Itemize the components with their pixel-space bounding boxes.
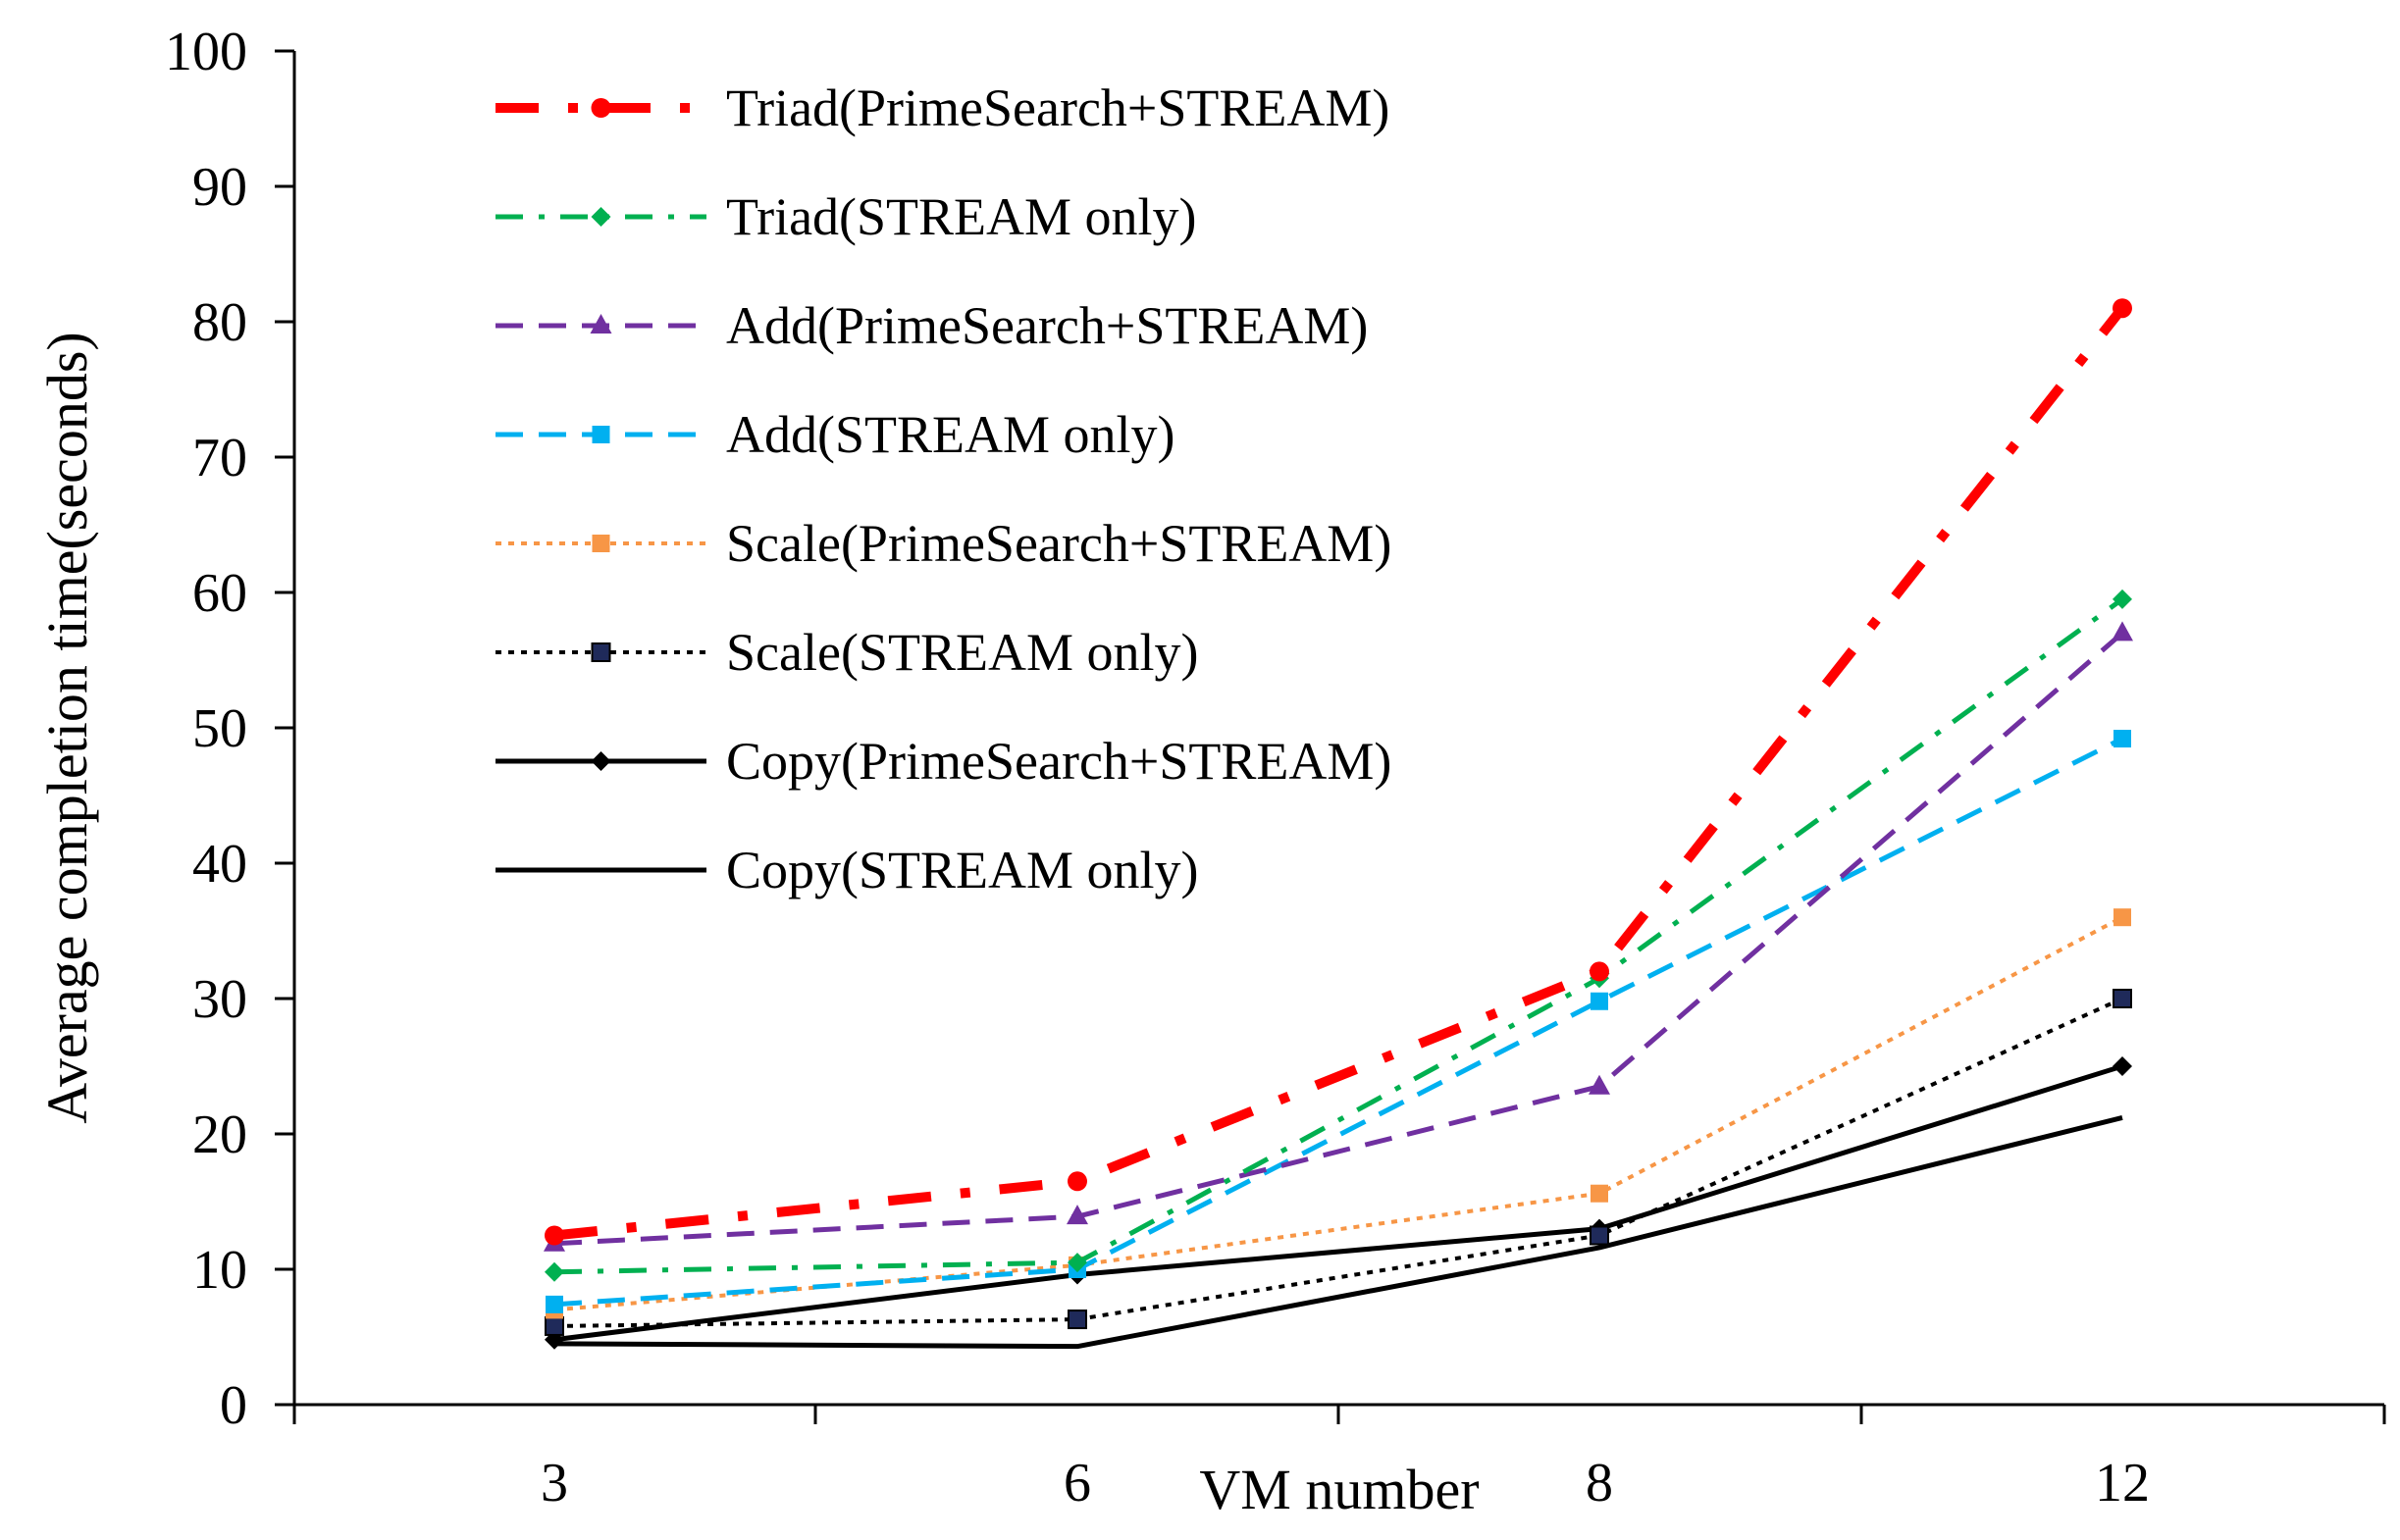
legend-marker [591,98,611,118]
legend-marker [590,314,612,334]
legend-marker [592,426,610,443]
data-point [545,1261,564,1282]
series-line [553,631,2124,1247]
series-line [553,736,2124,1308]
y-tick-label: 90 [192,157,247,218]
y-tick-label: 60 [192,563,247,624]
legend-label: Add(STREAM only) [726,405,1175,464]
y-tick-label: 20 [192,1104,247,1165]
data-point [2113,589,2132,609]
y-tick-label: 0 [220,1375,247,1436]
data-point [2113,298,2132,319]
x-tick-label: 6 [1064,1453,1091,1514]
series-7 [545,1056,2132,1350]
legend-item-2: Triad(STREAM only) [496,187,1197,246]
legend-item-1: Triad(PrimeSearch+STREAM) [496,78,1389,137]
series-line [553,997,2123,1328]
series-3 [544,621,2133,1252]
data-point [2113,1056,2132,1076]
legend-label: Triad(PrimeSearch+STREAM) [726,78,1389,137]
legend-label: Scale(STREAM only) [726,623,1198,682]
y-tick-label: 40 [192,834,247,895]
data-point [1590,961,1609,982]
data-point [545,1315,564,1336]
series-1 [545,298,2132,1246]
legend-item-6: Scale(STREAM only) [496,623,1198,682]
y-axis-title: Average completion time(seconds) [35,332,99,1123]
data-point [546,1295,563,1313]
series-6 [545,989,2132,1336]
chart-axes: 0 10 20 30 40 50 60 70 80 90 100 3 6 8 12 [165,22,2386,1514]
x-tick-label: 3 [541,1453,568,1514]
y-tick-label: 70 [192,428,247,488]
data-point [545,1225,564,1246]
series-8 [553,1115,2123,1350]
series-line [553,1115,2123,1350]
legend-label: Scale(PrimeSearch+STREAM) [726,514,1391,573]
data-point [1068,1253,1087,1273]
legend-item-4: Add(STREAM only) [496,405,1175,464]
data-point [2113,908,2131,927]
legend-marker [591,751,611,771]
data-point [2112,621,2133,642]
y-tick-label: 80 [192,292,247,353]
data-point [1067,1205,1088,1225]
data-point [1068,1171,1087,1192]
y-tick-label: 10 [192,1240,247,1301]
legend-label: Copy(STREAM only) [726,841,1199,899]
data-point [1068,1309,1087,1330]
legend-label: Add(PrimeSearch+STREAM) [726,296,1368,355]
series-line [553,1063,2123,1343]
y-tick-label: 100 [165,22,247,82]
data-point [2113,730,2131,748]
series-4 [546,730,2131,1313]
legend-item-3: Add(PrimeSearch+STREAM) [496,296,1368,355]
chart-legend: Triad(PrimeSearch+STREAM) Triad(STREAM on… [496,78,1391,899]
legend-item-5: Scale(PrimeSearch+STREAM) [496,514,1391,573]
data-point [1590,1225,1609,1246]
y-tick-label: 50 [192,698,247,759]
legend-label: Triad(STREAM only) [726,187,1197,246]
series-layer [544,298,2133,1350]
series-line [553,305,2126,1241]
data-point [1589,1074,1610,1095]
legend-item-7: Copy(PrimeSearch+STREAM) [496,732,1391,791]
legend-marker [591,642,611,662]
legend-marker [591,207,611,227]
legend-label: Copy(PrimeSearch+STREAM) [726,732,1391,791]
data-point [1591,1184,1608,1203]
legend-item-8: Copy(STREAM only) [496,841,1199,899]
x-axis-title: VM number [1199,1458,1479,1521]
data-point [2113,989,2132,1008]
legend-marker [592,535,610,552]
series-line [553,596,2124,1275]
y-tick-label: 30 [192,969,247,1030]
series-2 [545,589,2132,1282]
series-5 [546,908,2131,1319]
x-tick-label: 8 [1586,1453,1613,1514]
data-point [1591,992,1608,1010]
x-tick-label: 12 [2095,1453,2150,1514]
